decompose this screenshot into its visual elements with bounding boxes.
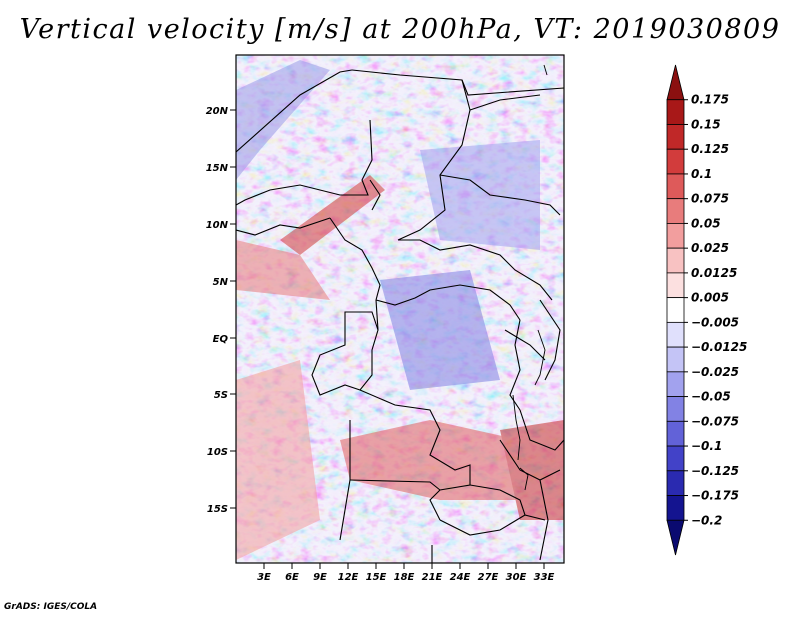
lat-label: EQ xyxy=(213,334,229,345)
colorbar-label: 0.0125 xyxy=(691,266,737,280)
colorbar-swatch xyxy=(666,124,685,150)
credit-text: GrADS: IGES/COLA xyxy=(4,602,98,612)
colorbar-swatch xyxy=(666,495,685,521)
lat-axis: 20N 15N 10N 5N EQ 5S 10S 15S xyxy=(206,106,236,515)
map-title: Vertical velocity [m/s] at 200hPa, VT: 2… xyxy=(19,14,781,45)
lon-label: 3E xyxy=(257,572,271,583)
colorbar-swatch xyxy=(666,420,685,447)
lon-label: 21E xyxy=(422,572,443,583)
colorbar-swatch xyxy=(666,198,685,224)
colorbar-swatch xyxy=(666,321,685,348)
colorbar: 0.175 0.15 0.125 0.1 0.075 0.05 0.025 0.0125 0.0… xyxy=(666,64,747,556)
lat-label: 10N xyxy=(206,220,229,231)
lon-label: 15E xyxy=(366,572,387,583)
colorbar-label: 0.075 xyxy=(691,192,729,206)
colorbar-label: −0.0125 xyxy=(691,340,747,354)
colorbar-label: −0.005 xyxy=(691,315,739,329)
colorbar-label: 0.125 xyxy=(691,142,729,156)
colorbar-label: −0.025 xyxy=(691,365,739,379)
lat-label: 20N xyxy=(206,106,229,117)
colorbar-swatch xyxy=(666,346,685,373)
lakes-and-rivers xyxy=(512,64,548,491)
colorbar-label: 0.15 xyxy=(691,117,721,131)
lon-label: 12E xyxy=(338,572,359,583)
colorbar-swatch xyxy=(666,297,685,323)
colorbar-swatch xyxy=(666,148,685,175)
lat-label: 10S xyxy=(207,447,228,458)
lat-label: 15S xyxy=(207,504,228,515)
colorbar-label: 0.025 xyxy=(691,241,729,255)
colorbar-label: −0.175 xyxy=(691,489,739,503)
lon-label: 18E xyxy=(394,572,415,583)
colorbar-label: −0.125 xyxy=(691,464,739,478)
colorbar-label: −0.05 xyxy=(691,390,731,404)
colorbar-label: 0.005 xyxy=(691,291,729,305)
lat-label: 15N xyxy=(206,163,229,174)
colorbar-swatch xyxy=(666,272,685,299)
colorbar-swatch xyxy=(666,173,685,200)
colorbar-swatch xyxy=(666,371,685,397)
colorbar-swatch xyxy=(666,99,685,125)
colorbar-swatch xyxy=(666,519,685,556)
lon-label: 33E xyxy=(534,572,555,583)
lon-label: 30E xyxy=(506,572,527,583)
colorbar-label: −0.1 xyxy=(691,439,722,453)
colorbar-swatch xyxy=(666,396,685,422)
colorbar-swatch xyxy=(666,223,685,249)
lon-label: 24E xyxy=(450,572,471,583)
lat-label: 5N xyxy=(213,277,229,288)
colorbar-label: −0.075 xyxy=(691,414,739,428)
colorbar-swatch xyxy=(666,445,685,472)
lon-label: 27E xyxy=(478,572,499,583)
colorbar-label: 0.1 xyxy=(691,167,712,181)
colorbar-swatch xyxy=(666,247,685,274)
map-frame xyxy=(235,54,565,564)
colorbar-swatch xyxy=(666,64,685,101)
colorbar-swatch xyxy=(666,470,685,496)
lon-axis: 3E 6E 9E 12E 15E 18E 21E 24E 27E 30E 33E xyxy=(257,563,555,583)
lon-label: 6E xyxy=(285,572,299,583)
colorbar-label: 0.175 xyxy=(691,93,729,107)
colorbar-label: −0.2 xyxy=(691,513,722,527)
lat-label: 5S xyxy=(214,390,228,401)
velocity-field xyxy=(236,55,564,563)
colorbar-label: 0.05 xyxy=(691,216,721,230)
country-borders xyxy=(236,69,564,563)
lon-label: 9E xyxy=(313,572,327,583)
